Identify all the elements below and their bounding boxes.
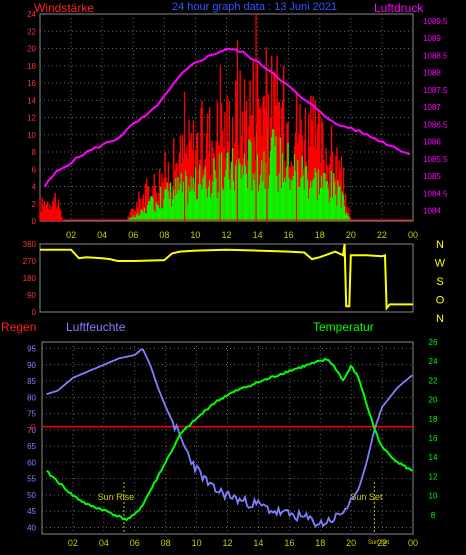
compass-label: O (436, 295, 445, 307)
wind-x-tick-label: 02 (66, 230, 76, 240)
climate-x-tick-label: 18 (315, 538, 325, 548)
humidity-y-tick-label: 60 (27, 458, 36, 467)
wind-y-tick-label: 4 (32, 183, 37, 192)
wind-x-tick-label: 00 (408, 230, 418, 240)
pressure-y-tick-label: 1089.5 (423, 17, 448, 26)
direction-y-tick-label: 270 (23, 257, 37, 266)
wind-x-tick-label: 20 (346, 230, 356, 240)
direction-y-tick-label: 360 (23, 240, 37, 249)
rain-axis-label: Regen (1, 320, 37, 334)
humidity-y-tick-label: 90 (27, 361, 36, 370)
temperature-axis-label: Temperatur (313, 320, 374, 334)
humidity-y-tick-label: 95 (27, 345, 36, 354)
humidity-y-tick-label: 55 (27, 475, 36, 484)
climate-x-tick-label: 12 (222, 538, 232, 548)
direction-y-tick-label: 90 (27, 291, 36, 300)
wind-x-tick-label: 18 (315, 230, 325, 240)
humidity-y-tick-label: 50 (27, 491, 36, 500)
pressure-y-tick-label: 1086 (423, 138, 441, 147)
temperature-y-tick-label: 26 (429, 338, 438, 347)
pressure-y-tick-label: 1084.5 (423, 189, 448, 198)
climate-x-tick-label: 14 (253, 538, 263, 548)
temperature-y-tick-label: 10 (429, 492, 438, 501)
wind-x-tick-label: 08 (159, 230, 169, 240)
compass-label: N (436, 313, 444, 325)
humidity-axis-label: Luftfeuchte (66, 320, 126, 334)
sun-marker-label: Sun Rise (98, 492, 135, 502)
humidity-y-tick-label: 70 (27, 426, 36, 435)
wind-y-tick-label: 16 (27, 79, 36, 88)
wind-y-tick-label: 2 (32, 200, 37, 209)
direction-y-tick-label: 0 (32, 308, 37, 317)
climate-x-tick-label: 06 (130, 538, 140, 548)
temperature-y-tick-label: 24 (429, 357, 438, 366)
wind-y-tick-label: 8 (32, 148, 37, 157)
sun-marker-label: Sun Set (350, 492, 383, 502)
wind-y-tick-label: 12 (27, 114, 36, 123)
temperature-y-tick-label: 8 (431, 511, 436, 520)
wind-x-tick-label: 10 (190, 230, 200, 240)
compass-label: N (436, 239, 444, 251)
pressure-y-tick-label: 1084 (423, 207, 441, 216)
temperature-line (46, 357, 413, 522)
pressure-y-tick-label: 1087 (423, 103, 441, 112)
wind-x-tick-label: 06 (128, 230, 138, 240)
humidity-y-tick-label: 45 (27, 507, 36, 516)
pressure-y-tick-label: 1087.5 (423, 86, 448, 95)
compass-label: S (436, 276, 443, 288)
direction-y-tick-label: 180 (23, 274, 37, 283)
pressure-y-tick-label: 1089 (423, 34, 441, 43)
pressure-y-tick-label: 1085 (423, 172, 441, 181)
wind-x-tick-label: 04 (97, 230, 107, 240)
sun-set-x-label: Sun Set (368, 540, 390, 546)
temperature-y-tick-label: 22 (429, 376, 438, 385)
wind-x-tick-label: 16 (284, 230, 294, 240)
pressure-y-tick-label: 1088 (423, 69, 441, 78)
wind-y-tick-label: 14 (27, 96, 36, 105)
wind-y-tick-label: 24 (27, 10, 36, 19)
temperature-y-tick-label: 20 (429, 396, 438, 405)
wind-y-tick-label: 20 (27, 45, 36, 54)
humidity-line (46, 348, 413, 528)
humidity-y-tick-label: 40 (27, 523, 36, 532)
climate-x-tick-label: 22 (377, 538, 387, 548)
wind-x-tick-label: 22 (377, 230, 387, 240)
wind-x-tick-label: 14 (253, 230, 263, 240)
temperature-y-tick-label: 14 (429, 453, 438, 462)
climate-x-tick-label: 20 (346, 538, 356, 548)
header-pressure-label: Luftdruck (374, 1, 424, 15)
climate-x-tick-label: 16 (284, 538, 294, 548)
wind-y-tick-label: 6 (32, 165, 37, 174)
temperature-y-tick-label: 18 (429, 415, 438, 424)
compass-label: W (435, 258, 446, 270)
wind-y-tick-label: 0 (32, 217, 37, 226)
temperature-y-tick-label: 12 (429, 472, 438, 481)
pressure-y-tick-label: 1088.5 (423, 51, 448, 60)
wind-y-tick-label: 10 (27, 131, 36, 140)
pressure-line (43, 47, 411, 188)
wind-y-tick-label: 18 (27, 62, 36, 71)
humidity-y-tick-label: 75 (27, 410, 36, 419)
pressure-y-tick-label: 1085.5 (423, 155, 448, 164)
wind-x-tick-label: 12 (221, 230, 231, 240)
temperature-y-tick-label: 16 (429, 434, 438, 443)
climate-x-tick-label: 08 (161, 538, 171, 548)
direction-line (40, 243, 413, 311)
header-date-label: 24 hour graph data : 13 Juni 2021 (172, 1, 338, 13)
humidity-y-tick-label: 80 (27, 393, 36, 402)
climate-x-tick-label: 02 (68, 538, 78, 548)
climate-x-tick-label: 10 (192, 538, 202, 548)
climate-x-tick-label: 04 (99, 538, 109, 548)
direction-panel-frame (39, 243, 414, 313)
header-wind-label: Windstärke (34, 1, 95, 15)
rain-axis-marker: 0 (30, 423, 35, 433)
pressure-y-tick-label: 1086.5 (423, 120, 448, 129)
humidity-y-tick-label: 65 (27, 442, 36, 451)
wind-y-tick-label: 22 (27, 27, 36, 36)
humidity-y-tick-label: 85 (27, 377, 36, 386)
climate-x-tick-label: 00 (408, 538, 418, 548)
